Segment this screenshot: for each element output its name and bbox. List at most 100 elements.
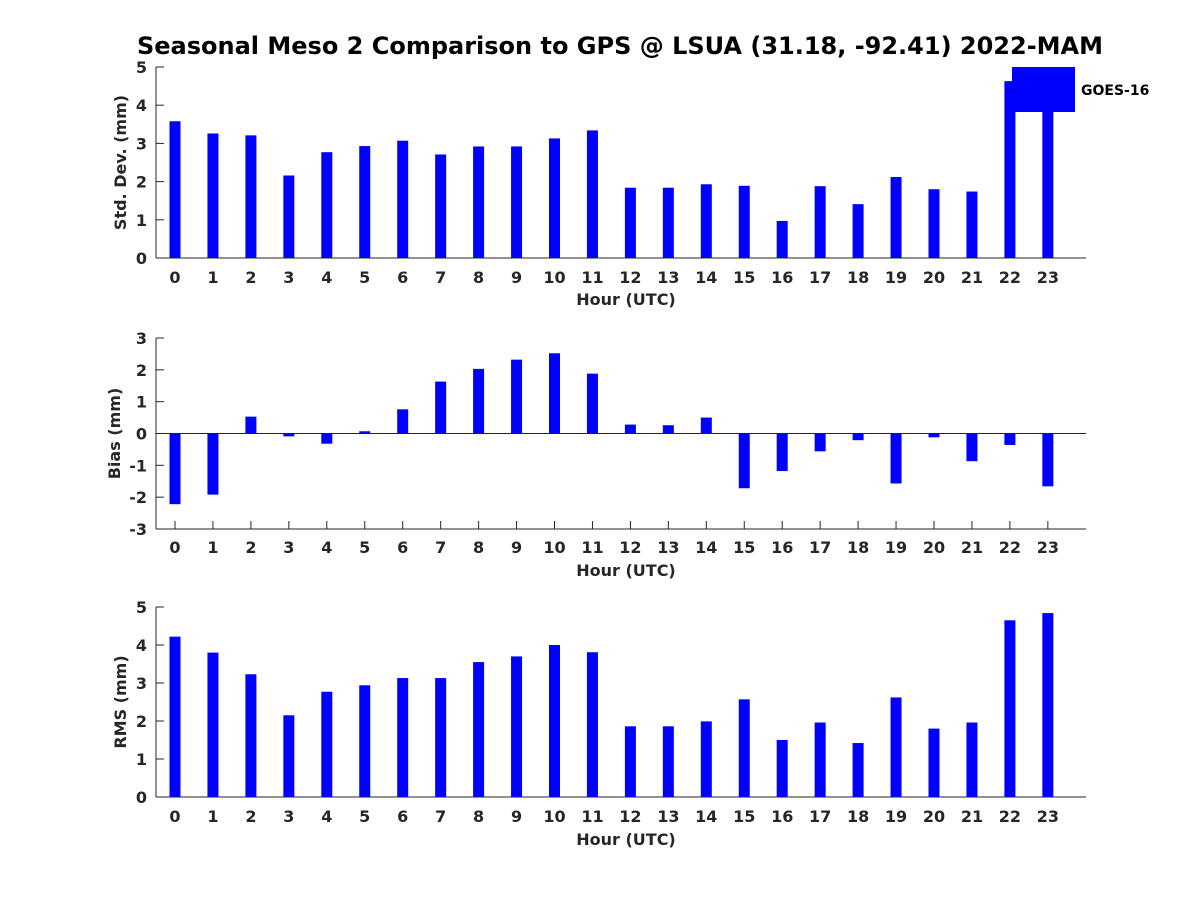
bias-y-tick-label: 1 — [136, 393, 147, 412]
std-dev-bar — [435, 154, 447, 258]
bias-bar — [207, 433, 219, 495]
rms-x-tick-label: 12 — [619, 807, 641, 826]
rms-bar — [321, 691, 333, 797]
std-dev-bar — [359, 146, 371, 258]
bias-x-tick-label: 21 — [961, 538, 983, 557]
rms-bar — [1042, 613, 1054, 797]
std-dev-x-tick-label: 3 — [283, 268, 294, 287]
rms-bar — [738, 699, 750, 797]
bias-x-tick-label: 14 — [695, 538, 717, 557]
std-dev-y-tick-label: 0 — [136, 249, 147, 268]
std-dev-x-tick-label: 11 — [581, 268, 603, 287]
bias-bar — [814, 433, 826, 452]
bias-x-tick-label: 18 — [847, 538, 869, 557]
rms-bar — [473, 662, 485, 797]
bias-x-tick-label: 9 — [511, 538, 522, 557]
std-dev-bar — [169, 121, 181, 258]
rms-bar — [814, 722, 826, 797]
bias-x-tick-label: 17 — [809, 538, 831, 557]
legend-swatch — [1012, 67, 1075, 112]
rms-y-tick-label: 0 — [136, 788, 147, 807]
bias-x-tick-label: 7 — [435, 538, 446, 557]
bias-bar — [1004, 433, 1016, 445]
std-dev-bar — [700, 184, 712, 258]
rms-x-tick-label: 16 — [771, 807, 793, 826]
bias-bar — [359, 431, 371, 434]
std-dev-bar — [397, 140, 409, 258]
bias-bar — [966, 433, 978, 462]
bias-bar — [245, 416, 257, 434]
std-dev-x-tick-label: 16 — [771, 268, 793, 287]
std-dev-x-axis-label: Hour (UTC) — [576, 290, 676, 309]
std-dev-bar — [662, 187, 674, 258]
rms-x-tick-label: 6 — [397, 807, 408, 826]
std-dev-y-tick-label: 3 — [136, 134, 147, 153]
std-dev-bar — [1004, 81, 1016, 258]
std-dev-bar — [283, 175, 295, 258]
rms-y-tick-label: 4 — [136, 636, 147, 655]
bias-x-tick-label: 4 — [321, 538, 332, 557]
std-dev-x-tick-label: 1 — [207, 268, 218, 287]
bias-bar — [321, 433, 333, 444]
bias-bar — [776, 433, 788, 472]
rms-x-tick-label: 9 — [511, 807, 522, 826]
legend-label: GOES-16 — [1081, 83, 1149, 99]
std-dev-bar — [511, 146, 523, 258]
rms-x-tick-label: 20 — [923, 807, 945, 826]
rms-bar — [890, 697, 902, 797]
bias-y-tick-label: 3 — [136, 329, 147, 348]
bias-bar — [890, 433, 902, 484]
std-dev-x-tick-label: 21 — [961, 268, 983, 287]
std-dev-bar — [738, 185, 750, 258]
bias-x-tick-label: 0 — [169, 538, 180, 557]
rms-x-tick-label: 7 — [435, 807, 446, 826]
bias-bar — [169, 433, 181, 505]
rms-bar — [700, 721, 712, 797]
bias-bar — [852, 433, 864, 441]
std-dev-y-tick-label: 2 — [136, 173, 147, 192]
std-dev-x-tick-label: 23 — [1037, 268, 1059, 287]
bias-bar — [624, 424, 636, 434]
std-dev-y-tick-label: 1 — [136, 211, 147, 230]
std-dev-bar — [321, 152, 333, 258]
bias-x-tick-label: 13 — [657, 538, 679, 557]
bias-x-tick-label: 11 — [581, 538, 603, 557]
bias-bar — [586, 373, 598, 434]
rms-bar — [549, 645, 560, 797]
rms-bar — [359, 685, 371, 797]
bias-y-tick-label: -1 — [129, 456, 147, 475]
bias-y-tick-label: 0 — [136, 425, 147, 444]
std-dev-bar — [245, 135, 257, 258]
rms-x-tick-label: 23 — [1037, 807, 1059, 826]
bias-x-tick-label: 10 — [543, 538, 565, 557]
rms-bar — [245, 674, 257, 797]
rms-y-tick-label: 2 — [136, 712, 147, 731]
std-dev-x-tick-label: 9 — [511, 268, 522, 287]
std-dev-x-tick-label: 22 — [999, 268, 1021, 287]
std-dev-x-tick-label: 15 — [733, 268, 755, 287]
bias-x-tick-label: 15 — [733, 538, 755, 557]
rms-x-tick-label: 1 — [207, 807, 218, 826]
rms-x-tick-label: 0 — [169, 807, 180, 826]
rms-bar — [435, 678, 447, 797]
rms-x-tick-label: 3 — [283, 807, 294, 826]
bias-y-tick-label: -2 — [129, 488, 147, 507]
std-dev-x-tick-label: 12 — [619, 268, 641, 287]
rms-bar — [662, 726, 674, 797]
std-dev-bar — [624, 187, 636, 258]
rms-bar — [511, 656, 523, 797]
rms-bar — [852, 743, 864, 797]
bias-x-tick-label: 20 — [923, 538, 945, 557]
bias-bar — [1042, 433, 1054, 487]
std-dev-x-tick-label: 2 — [245, 268, 256, 287]
rms-bar — [283, 715, 295, 797]
std-dev-bar — [473, 146, 485, 258]
std-dev-x-tick-label: 8 — [473, 268, 484, 287]
std-dev-bar — [586, 130, 598, 258]
rms-bar — [966, 722, 978, 797]
rms-x-tick-label: 18 — [847, 807, 869, 826]
bias-x-tick-label: 1 — [207, 538, 218, 557]
